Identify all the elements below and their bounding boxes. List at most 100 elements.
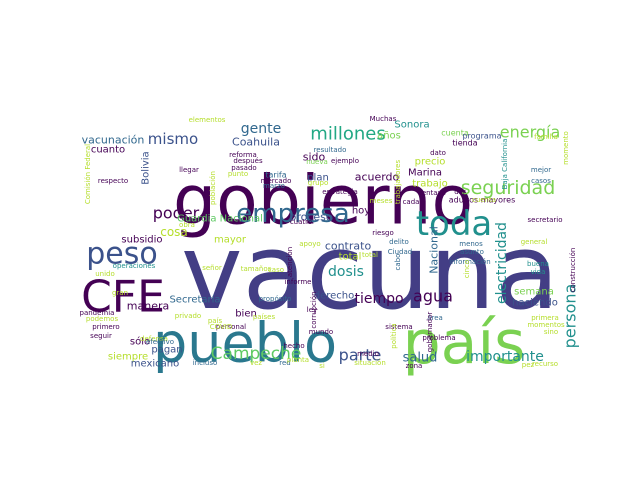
word-delito: delito (389, 238, 409, 246)
word-defensa: defensa (140, 335, 168, 343)
word-persona: persona (561, 284, 580, 349)
word-empresa: empresa (236, 199, 349, 229)
word-marzo: marzo (263, 182, 285, 190)
word-trabajadores: trabajadores (394, 160, 402, 205)
word-cada: cada (403, 198, 420, 206)
word-subsidio: subsidio (121, 235, 162, 246)
word-cuatro: cuatro (290, 218, 312, 226)
word-nueva: nueva (306, 158, 328, 166)
word-poder: poder (153, 204, 200, 223)
word-derecho: derecho (314, 291, 355, 302)
word-siempre: siempre (108, 352, 148, 363)
word-dosis: dosis (328, 264, 364, 280)
word-tiempo: tiempo (354, 291, 403, 307)
word-cuenta: cuenta (472, 196, 496, 204)
word-hecho: hecho (283, 342, 304, 350)
word-personal: personal (216, 323, 246, 331)
word-reforma: reforma (229, 151, 257, 159)
word-respecto: respecto (98, 177, 128, 185)
word-guardia-nacional: Guardia Nacional (177, 214, 263, 225)
word-pagan: pagan (151, 345, 182, 356)
word-electricidad: electricidad (494, 222, 510, 304)
word-haciendo: haciendo (512, 298, 558, 309)
word-bolivia: Bolivia (141, 151, 152, 184)
word-problema: problema (422, 334, 455, 342)
word-podemos: podemos (86, 315, 119, 323)
word-buena: buena (527, 260, 549, 268)
word-vacuna: vacuna (181, 211, 559, 333)
word-cinco: cinco (463, 260, 471, 278)
word-si: si (319, 362, 325, 370)
word-acuerdo: acuerdo (355, 171, 400, 184)
word-sido: sido (303, 151, 326, 164)
word-apoyo: apoyo (299, 240, 320, 248)
word-comision-federal: Comisión Federal (84, 144, 92, 204)
word-familia: familia (534, 133, 558, 141)
word-unido: unido (95, 270, 115, 278)
word-elementos: elementos (189, 116, 226, 124)
word-hoy: hoy (352, 206, 370, 217)
word-area: área (427, 314, 443, 322)
word-secretario: secretario (528, 216, 563, 224)
word-planta: planta (287, 356, 309, 364)
word-adultos-mayores: adultos mayores (449, 196, 516, 205)
word-pueblo: pueblo (153, 312, 337, 375)
word-trabajo: trabajo (412, 179, 448, 190)
word-cuanto: cuanto (91, 145, 125, 156)
word-general: general (521, 238, 548, 246)
word-sino: sino (544, 328, 558, 336)
word-momentos: momentos (527, 321, 565, 329)
word-programa: programa (462, 132, 501, 141)
word-campeche: Campeche (211, 344, 302, 364)
word-total: total (339, 252, 362, 263)
word-red: red (279, 359, 290, 367)
word-proposito: propósito (259, 295, 292, 303)
word-salud: salud (403, 351, 438, 366)
word-estrategia: estrategia (322, 188, 358, 196)
word-despues: después (233, 157, 263, 165)
word-muchas: Muchas (370, 115, 397, 123)
word-total: total (362, 251, 378, 259)
word-baja-california: Baja California (501, 139, 509, 190)
word-secretaria: Secretaría (169, 294, 220, 306)
word-grupo: grupo (308, 179, 328, 187)
word-corrupcion: corrupción (310, 291, 318, 328)
word-covid: COVID (210, 323, 233, 331)
word-centavo: centavo (418, 189, 446, 197)
word-punto: punto (228, 170, 248, 178)
word-pez: pez (522, 361, 535, 369)
word-vez: vez (250, 359, 262, 367)
word-mayor: mayor (214, 235, 247, 246)
word-dato: dato (430, 149, 446, 157)
word-casos: casos (531, 177, 551, 185)
word-pais: país (403, 308, 526, 378)
word-plan: plan (307, 173, 329, 184)
word-parte: parte (339, 346, 382, 365)
word-sistema: sistema (385, 323, 412, 331)
word-privado: privado (175, 312, 201, 320)
word-gobernador: gobernador (426, 312, 434, 353)
word-mercado: mercado (261, 177, 292, 185)
word-cabo: cabo (394, 254, 402, 271)
word-tarifa: tarifa (265, 171, 286, 180)
word-menos: menos (459, 240, 483, 248)
word-atencion: atención (286, 247, 294, 277)
word-ley: ley (307, 306, 317, 314)
word-zona: zona (406, 362, 423, 370)
word-mejor: mejor (531, 166, 551, 174)
word-pais: país (208, 317, 223, 325)
word-riesgo: riesgo (372, 229, 394, 237)
word-precio: precio (415, 157, 446, 168)
word-vacunacion: vacunación (82, 134, 145, 147)
word-tamanos: tamaños (241, 265, 272, 273)
word-peso: peso (86, 237, 157, 272)
word-gran: gran (112, 289, 128, 297)
word-llegar: llegar (179, 166, 199, 174)
word-momento: momento (562, 131, 570, 165)
word-gente: gente (241, 121, 281, 137)
word-anos: años (377, 131, 401, 142)
word-construccion: construcción (569, 248, 577, 293)
word-dar: dar (454, 188, 466, 196)
word-primera: primera (531, 314, 559, 322)
word-seguridad: seguridad (461, 177, 556, 199)
